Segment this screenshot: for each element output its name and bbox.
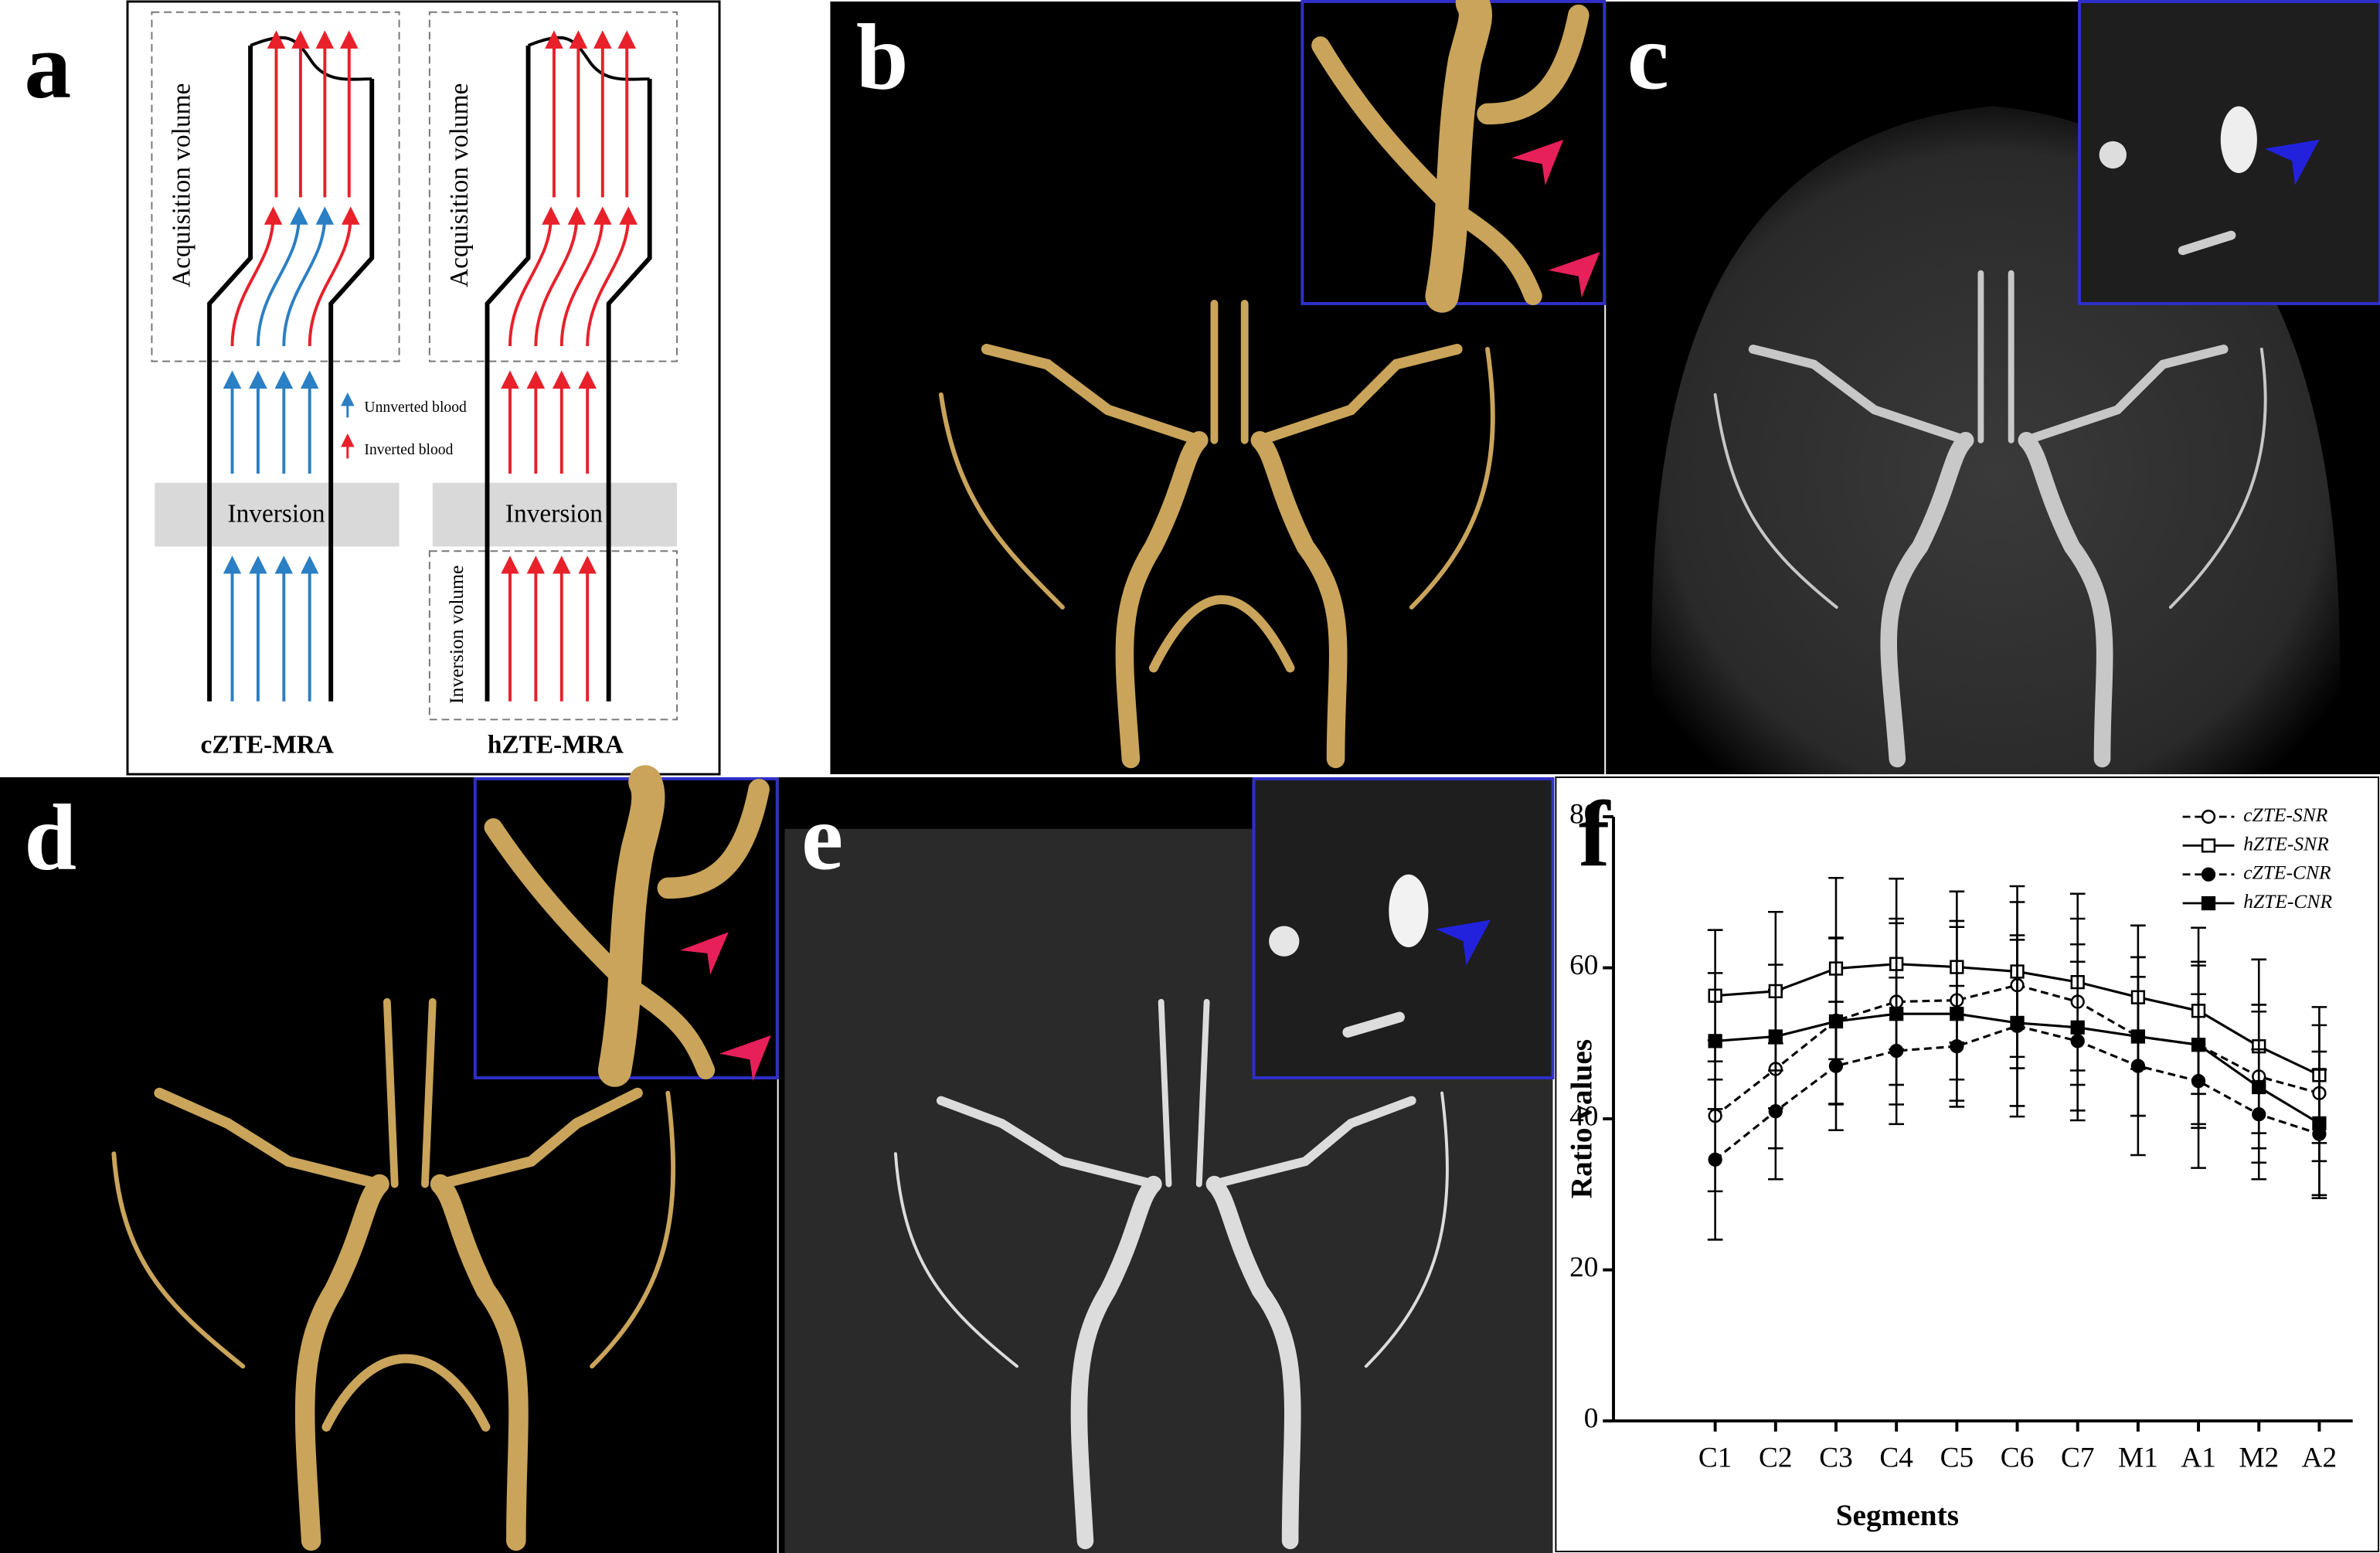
legend-text: Inverted blood [364, 441, 453, 458]
panel-frame [126, 0, 721, 776]
flow-arrow [230, 206, 283, 346]
flow-arrow [534, 206, 586, 346]
inset-vessels [484, 765, 770, 1087]
series-line [1714, 984, 2320, 1117]
panel-label: a [24, 14, 71, 118]
acquisition-label: Acquisition volume [167, 83, 196, 287]
x-tick-label: C1 [1698, 1443, 1732, 1474]
inset-vessel [2099, 141, 2127, 169]
flow-arrow [586, 206, 638, 346]
x-tick-label: C7 [2061, 1443, 2095, 1474]
legend-marker [2201, 895, 2216, 911]
inversion-label: Inversion [227, 500, 325, 528]
inversion-volume-label: Inversion volume [445, 566, 468, 704]
panel-d [0, 765, 779, 1553]
arrowhead [1548, 252, 1600, 298]
data-point [2191, 1038, 2206, 1052]
vessels [938, 300, 1495, 769]
inset-vessel [1269, 926, 1300, 957]
legend-label: cZTE-CNR [2243, 861, 2331, 884]
arrowhead [2264, 139, 2320, 185]
panel-b [830, 0, 1606, 775]
data-point [2070, 1020, 2085, 1035]
data-point [1889, 1007, 1904, 1021]
inset-vessel [1389, 874, 1429, 948]
inset-vessels [1311, 0, 1590, 313]
inversion-band [155, 482, 400, 547]
caption: hZTE-MRA [488, 730, 624, 759]
y-tick-label: 40 [1569, 1101, 1598, 1133]
data-point [2130, 1029, 2146, 1044]
data-point [1768, 1029, 1783, 1044]
arrowhead [1511, 139, 1564, 185]
panel-c [1606, 0, 2380, 775]
acquisition-label: Acquisition volume [445, 83, 474, 287]
legend-marker [2201, 838, 2216, 853]
x-tick-label: M1 [2118, 1443, 2158, 1474]
flow-arrow [308, 206, 360, 346]
inset-vessel [1342, 1011, 1405, 1038]
inversion-volume-box [428, 550, 678, 721]
inset-vessel [2220, 106, 2257, 173]
arrowhead [719, 1035, 771, 1081]
data-point [2312, 1116, 2327, 1131]
legend-label: hZTE-SNR [2243, 832, 2329, 855]
flow-arrow [508, 206, 560, 346]
legend-marker [2201, 867, 2216, 882]
y-tick-label: 20 [1569, 1252, 1598, 1283]
y-axis-label: Ratio values [1566, 1039, 1599, 1198]
panel-label: e [801, 785, 843, 889]
inversion-label: Inversion [505, 500, 603, 528]
panel-label: d [24, 785, 76, 889]
x-tick-label: A1 [2181, 1443, 2216, 1474]
x-tick-label: C4 [1879, 1443, 1913, 1474]
y-tick-label: 60 [1569, 950, 1598, 981]
caption: cZTE-MRA [201, 730, 334, 759]
legend-marker [2201, 809, 2216, 824]
y-tick-label: 80 [1569, 799, 1598, 831]
arrowhead [680, 932, 729, 975]
x-tick-label: C5 [1940, 1443, 1974, 1474]
x-axis-label: Segments [1836, 1499, 1959, 1532]
data-point [1708, 1152, 1722, 1167]
panel-e [778, 776, 1555, 1553]
panel-label: c [1627, 5, 1669, 109]
inset-vessel [2178, 230, 2236, 256]
panel-label: b [856, 5, 909, 109]
flow-arrow [256, 206, 308, 346]
arrowhead [1436, 919, 1491, 966]
legend-label: hZTE-CNR [2243, 890, 2332, 912]
y-tick-label: 0 [1584, 1403, 1599, 1435]
inversion-band [432, 482, 678, 547]
legend-label: cZTE-SNR [2243, 804, 2328, 826]
data-point [2252, 1079, 2266, 1095]
data-point [1828, 1014, 1844, 1029]
panel-f: Segments Ratio values 0 20 40 60 80 C1 C2 C3 C4 C… [1555, 776, 2380, 1553]
x-tick-label: C2 [1759, 1443, 1793, 1474]
vessels [111, 997, 675, 1551]
vessels [1713, 270, 2267, 768]
acquisition-box [428, 11, 678, 362]
x-tick-label: C6 [2001, 1443, 2035, 1474]
vessels [893, 998, 1449, 1550]
flow-arrow [282, 206, 335, 346]
x-tick-label: A2 [2302, 1443, 2338, 1474]
data-point [2010, 1015, 2025, 1031]
x-tick-label: M2 [2239, 1443, 2279, 1474]
panel-label: f [1579, 782, 1611, 886]
x-tick-label: C3 [1819, 1443, 1853, 1474]
flow-arrows [223, 30, 638, 702]
series-line [1714, 1025, 2320, 1161]
legend-text: Unnverted blood [364, 399, 467, 416]
flow-arrow [559, 206, 612, 346]
panel-a: Acquisition volume Acquisition volume In… [126, 0, 721, 776]
data-point [1708, 1034, 1722, 1048]
data-point [1950, 1007, 1964, 1021]
acquisition-box [151, 11, 400, 362]
